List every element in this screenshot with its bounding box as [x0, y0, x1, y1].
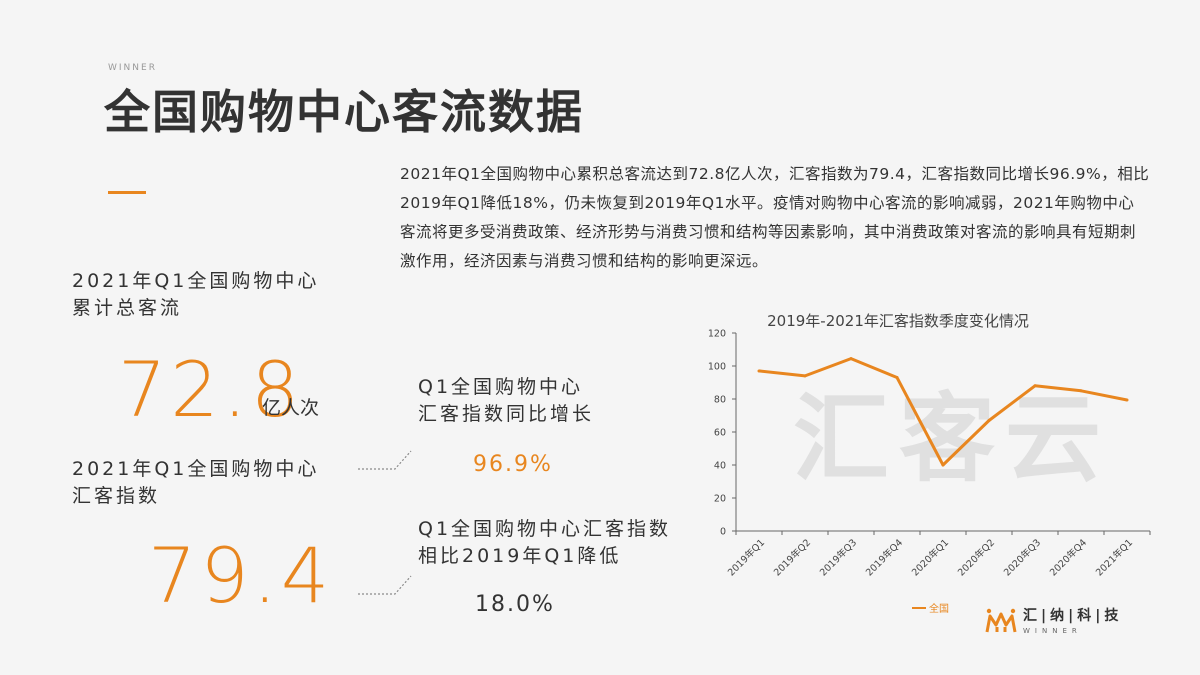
- vs-2019-value: 18.0%: [475, 592, 555, 617]
- x-tick-label: 2021年Q1: [1093, 537, 1135, 579]
- data-point: [757, 369, 761, 373]
- index-value: 79.4: [148, 531, 334, 620]
- yoy-growth-value: 96.9%: [473, 452, 553, 477]
- total-flow-label: 2021年Q1全国购物中心 累计总客流: [72, 268, 319, 322]
- data-point: [803, 374, 807, 378]
- vs-2019-label-line2: 相比2019年Q1降低: [418, 545, 622, 567]
- y-tick-label: 120: [708, 329, 726, 340]
- y-tick-label: 100: [708, 362, 726, 373]
- chart-legend: 全国: [912, 600, 949, 615]
- title-accent-line: [108, 191, 146, 194]
- y-tick-label: 60: [714, 428, 726, 439]
- total-flow-value: 72.8: [118, 345, 304, 434]
- chart-title: 2019年-2021年汇客指数季度变化情况: [767, 312, 1029, 330]
- total-flow-unit: 亿人次: [262, 397, 320, 419]
- y-tick-label: 20: [714, 494, 726, 505]
- legend-label: 全国: [929, 604, 949, 615]
- logo-name-cn: 汇|纳|科|技: [1023, 608, 1123, 624]
- page-title: 全国购物中心客流数据: [104, 85, 584, 139]
- data-point: [895, 376, 899, 380]
- y-tick-label: 80: [714, 395, 726, 406]
- x-tick-label: 2019年Q3: [817, 537, 859, 579]
- data-point: [987, 418, 991, 422]
- summary-paragraph: 2021年Q1全国购物中心累积总客流达到72.8亿人次，汇客指数为79.4，汇客…: [400, 165, 1150, 270]
- total-flow-label-line1: 2021年Q1全国购物中心: [72, 270, 320, 292]
- x-tick-label: 2020年Q4: [1047, 537, 1089, 579]
- line-chart: 汇客云 2019年-2021年汇客指数季度变化情况 0 20 40 60 80 100 12…: [708, 312, 1151, 579]
- y-tick-label: 40: [714, 461, 726, 472]
- total-flow-label-line2: 累计总客流: [72, 297, 183, 319]
- data-point: [1079, 389, 1083, 393]
- legend-swatch: [912, 606, 926, 609]
- x-tick-label: 2020年Q1: [909, 537, 951, 579]
- data-point: [849, 357, 853, 361]
- vs-2019-label: Q1全国购物中心汇客指数 相比2019年Q1降低: [418, 516, 671, 570]
- brand-caption: WINNER: [108, 63, 157, 73]
- company-logo: 汇|纳|科|技 WINNER: [985, 605, 1122, 635]
- yoy-growth-label-line1: Q1全国购物中心: [418, 376, 584, 398]
- index-label: 2021年Q1全国购物中心 汇客指数: [72, 456, 319, 510]
- chart-watermark: 汇客云: [793, 383, 1111, 495]
- chart-x-ticks: 2019年Q1 2019年Q2 2019年Q3 2019年Q4 2020年Q1 2020年…: [725, 531, 1151, 579]
- chart-y-ticks: 0 20 40 60 80 100 120: [708, 329, 736, 538]
- chart-series: [757, 357, 1129, 467]
- x-tick-label: 2020年Q3: [1001, 537, 1043, 579]
- vs-2019-label-line1: Q1全国购物中心汇客指数: [418, 518, 672, 540]
- x-tick-label: 2019年Q2: [771, 537, 813, 579]
- data-point: [1033, 384, 1037, 388]
- x-tick-label: 2019年Q1: [725, 537, 767, 579]
- connector-lower: [358, 575, 412, 595]
- logo-name-en: WINNER: [1023, 627, 1082, 635]
- data-point: [1125, 398, 1129, 402]
- index-label-line1: 2021年Q1全国购物中心: [72, 458, 320, 480]
- data-point: [941, 463, 945, 467]
- connector-upper: [358, 450, 412, 470]
- logo-mark-icon: [985, 608, 1017, 633]
- y-tick-label: 0: [720, 527, 726, 538]
- yoy-growth-label: Q1全国购物中心 汇客指数同比增长: [418, 374, 594, 428]
- yoy-growth-label-line2: 汇客指数同比增长: [418, 403, 595, 425]
- x-tick-label: 2020年Q2: [955, 537, 997, 579]
- x-tick-label: 2019年Q4: [863, 537, 905, 579]
- index-label-line2: 汇客指数: [72, 485, 161, 507]
